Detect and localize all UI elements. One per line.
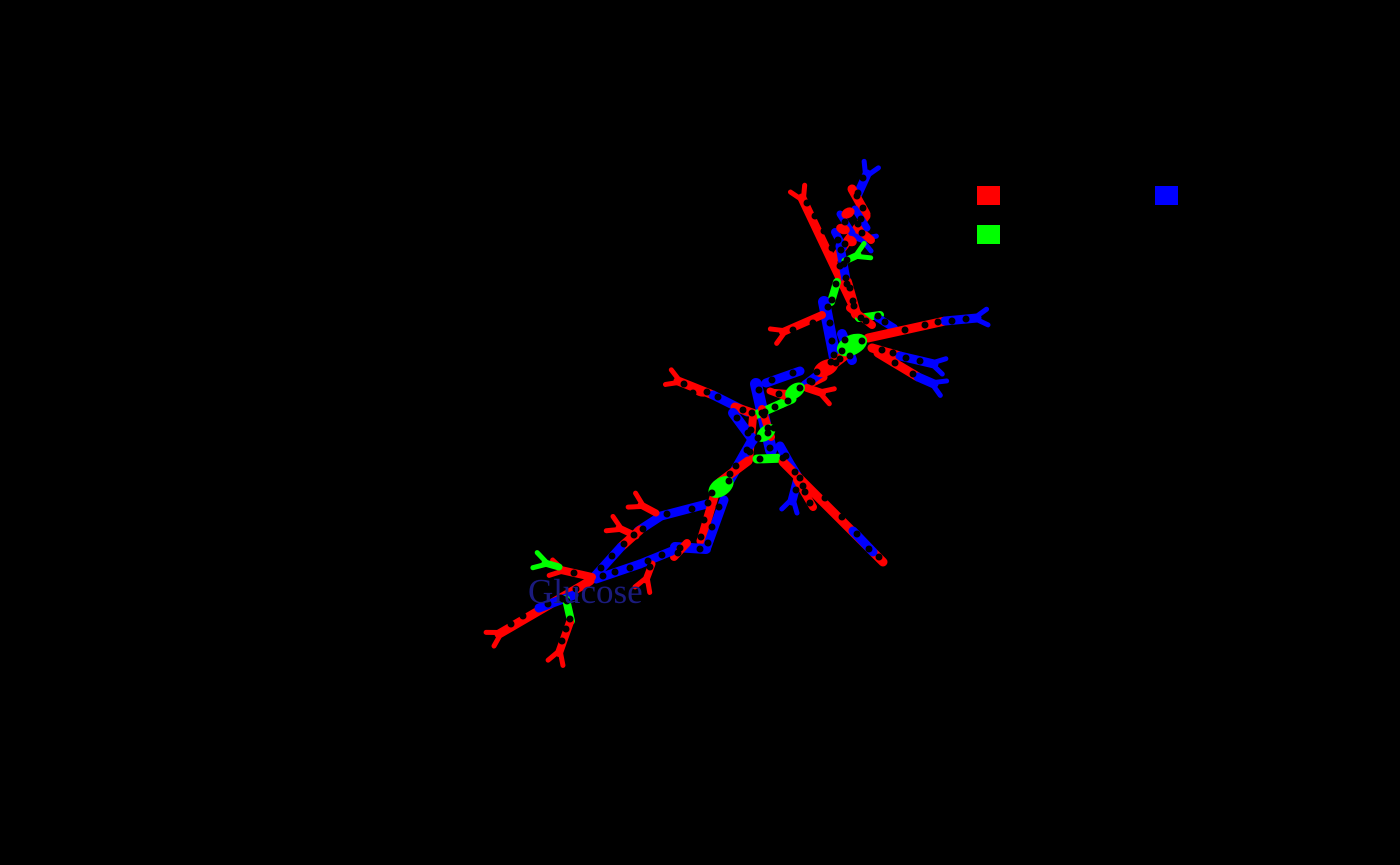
network-junction-dots	[507, 174, 970, 645]
legend	[977, 186, 1178, 244]
legend-swatch-blue	[1155, 186, 1178, 205]
legend-swatch-green	[977, 225, 1000, 244]
legend-swatch-red	[977, 186, 1000, 205]
glucose-label: Glucose	[528, 572, 643, 611]
